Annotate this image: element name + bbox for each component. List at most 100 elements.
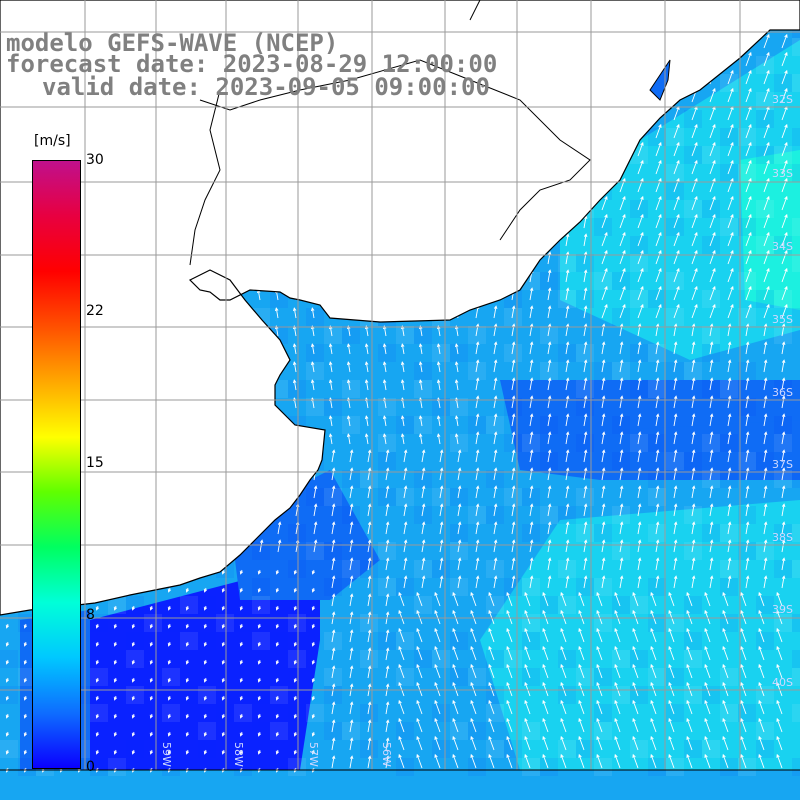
wind-arrow [619, 449, 624, 463]
ocean-cell [414, 596, 432, 614]
wind-arrow [691, 449, 696, 463]
wind-arrow [434, 753, 441, 769]
wind-arrow [596, 753, 603, 769]
ocean-cell [756, 146, 774, 164]
wind-arrow [668, 591, 675, 607]
ocean-cell [720, 704, 738, 722]
wind-arrow [331, 467, 336, 481]
wind-arrow [745, 87, 752, 103]
wind-arrow [506, 627, 513, 643]
wind-arrow [637, 267, 644, 283]
wind-arrow [95, 623, 100, 629]
lat-lon-grid [0, 0, 800, 771]
wind-arrow [439, 503, 444, 517]
ocean-cell [486, 416, 504, 434]
ocean-cell [504, 740, 522, 758]
wind-arrow [781, 575, 786, 589]
wind-arrow [542, 753, 549, 769]
wind-arrow [257, 659, 262, 665]
wind-arrow [167, 695, 172, 701]
wind-arrow [614, 645, 621, 661]
ocean-cell [648, 614, 666, 632]
ocean-cell [18, 668, 36, 686]
wind-arrow [727, 123, 734, 139]
wind-arrow [704, 627, 711, 643]
wind-arrow [596, 735, 603, 751]
wind-arrow [565, 395, 570, 409]
wind-arrow [655, 557, 660, 571]
wind-arrow [740, 717, 747, 733]
wind-arrow [763, 123, 770, 139]
wind-arrow [293, 677, 298, 683]
wind-arrow [203, 641, 208, 647]
wind-arrow [637, 395, 642, 409]
wind-arrow [745, 377, 750, 391]
ocean-cell [432, 704, 450, 722]
wind-arrow [547, 449, 552, 463]
wind-arrow [673, 141, 680, 157]
wind-arrow [637, 521, 642, 535]
wind-arrow [655, 395, 660, 409]
wind-arrow [331, 503, 336, 517]
wind-arrow [691, 359, 696, 373]
wind-arrow [655, 485, 660, 499]
wind-arrow [203, 713, 208, 719]
wind-arrow [673, 159, 680, 175]
wind-arrow [167, 713, 172, 719]
wind-arrow [709, 521, 714, 535]
wind-arrow [529, 413, 534, 427]
wind-arrow [745, 395, 750, 409]
ocean-cell [342, 380, 360, 398]
ocean-cell [612, 308, 630, 326]
wind-arrow [493, 341, 498, 355]
ocean-cell [684, 650, 702, 668]
wind-arrow [709, 485, 714, 499]
wind-arrow [475, 503, 480, 517]
ocean-cell [450, 488, 468, 506]
wind-arrow [709, 213, 716, 229]
wind-arrow [596, 645, 603, 661]
wind-arrow [239, 695, 244, 701]
ocean-cell [396, 488, 414, 506]
wind-arrow [475, 413, 480, 427]
wind-arrow [221, 569, 226, 575]
wind-arrow [439, 575, 444, 589]
wind-arrow [691, 123, 698, 139]
wind-arrow [493, 449, 498, 463]
ocean-cell [756, 452, 774, 470]
wind-arrow [275, 569, 280, 575]
ocean-cell [342, 722, 360, 740]
wind-arrow [740, 663, 747, 679]
wind-arrow [421, 449, 426, 463]
wind-arrow [776, 627, 783, 643]
ocean-cell [162, 758, 180, 776]
wind-arrow [131, 749, 136, 755]
wind-arrow [434, 663, 441, 679]
ocean-cell [684, 542, 702, 560]
ocean-cell [288, 758, 306, 776]
wind-arrow [185, 659, 190, 665]
wind-arrow [511, 395, 516, 409]
ocean-patch [480, 500, 800, 770]
ocean-cell [558, 650, 576, 668]
wind-arrow [601, 395, 606, 409]
wind-arrow [722, 609, 729, 625]
wind-arrow [763, 485, 768, 499]
wind-arrow [565, 521, 570, 535]
ocean-cell [324, 632, 342, 650]
wind-arrow [686, 753, 693, 769]
ocean-cell [414, 650, 432, 668]
wind-arrow [776, 735, 783, 751]
wind-arrow [331, 737, 336, 751]
wind-arrow [763, 377, 768, 391]
wind-arrow [722, 591, 729, 607]
wind-arrow [454, 325, 459, 337]
ocean-cell [792, 254, 800, 272]
wind-arrow [367, 503, 372, 517]
ocean-cell [288, 560, 306, 578]
ocean-cell [540, 362, 558, 380]
wind-arrow [578, 699, 585, 715]
ocean-cell [486, 596, 504, 614]
wind-arrow [619, 377, 624, 391]
wind-arrow [421, 467, 426, 481]
